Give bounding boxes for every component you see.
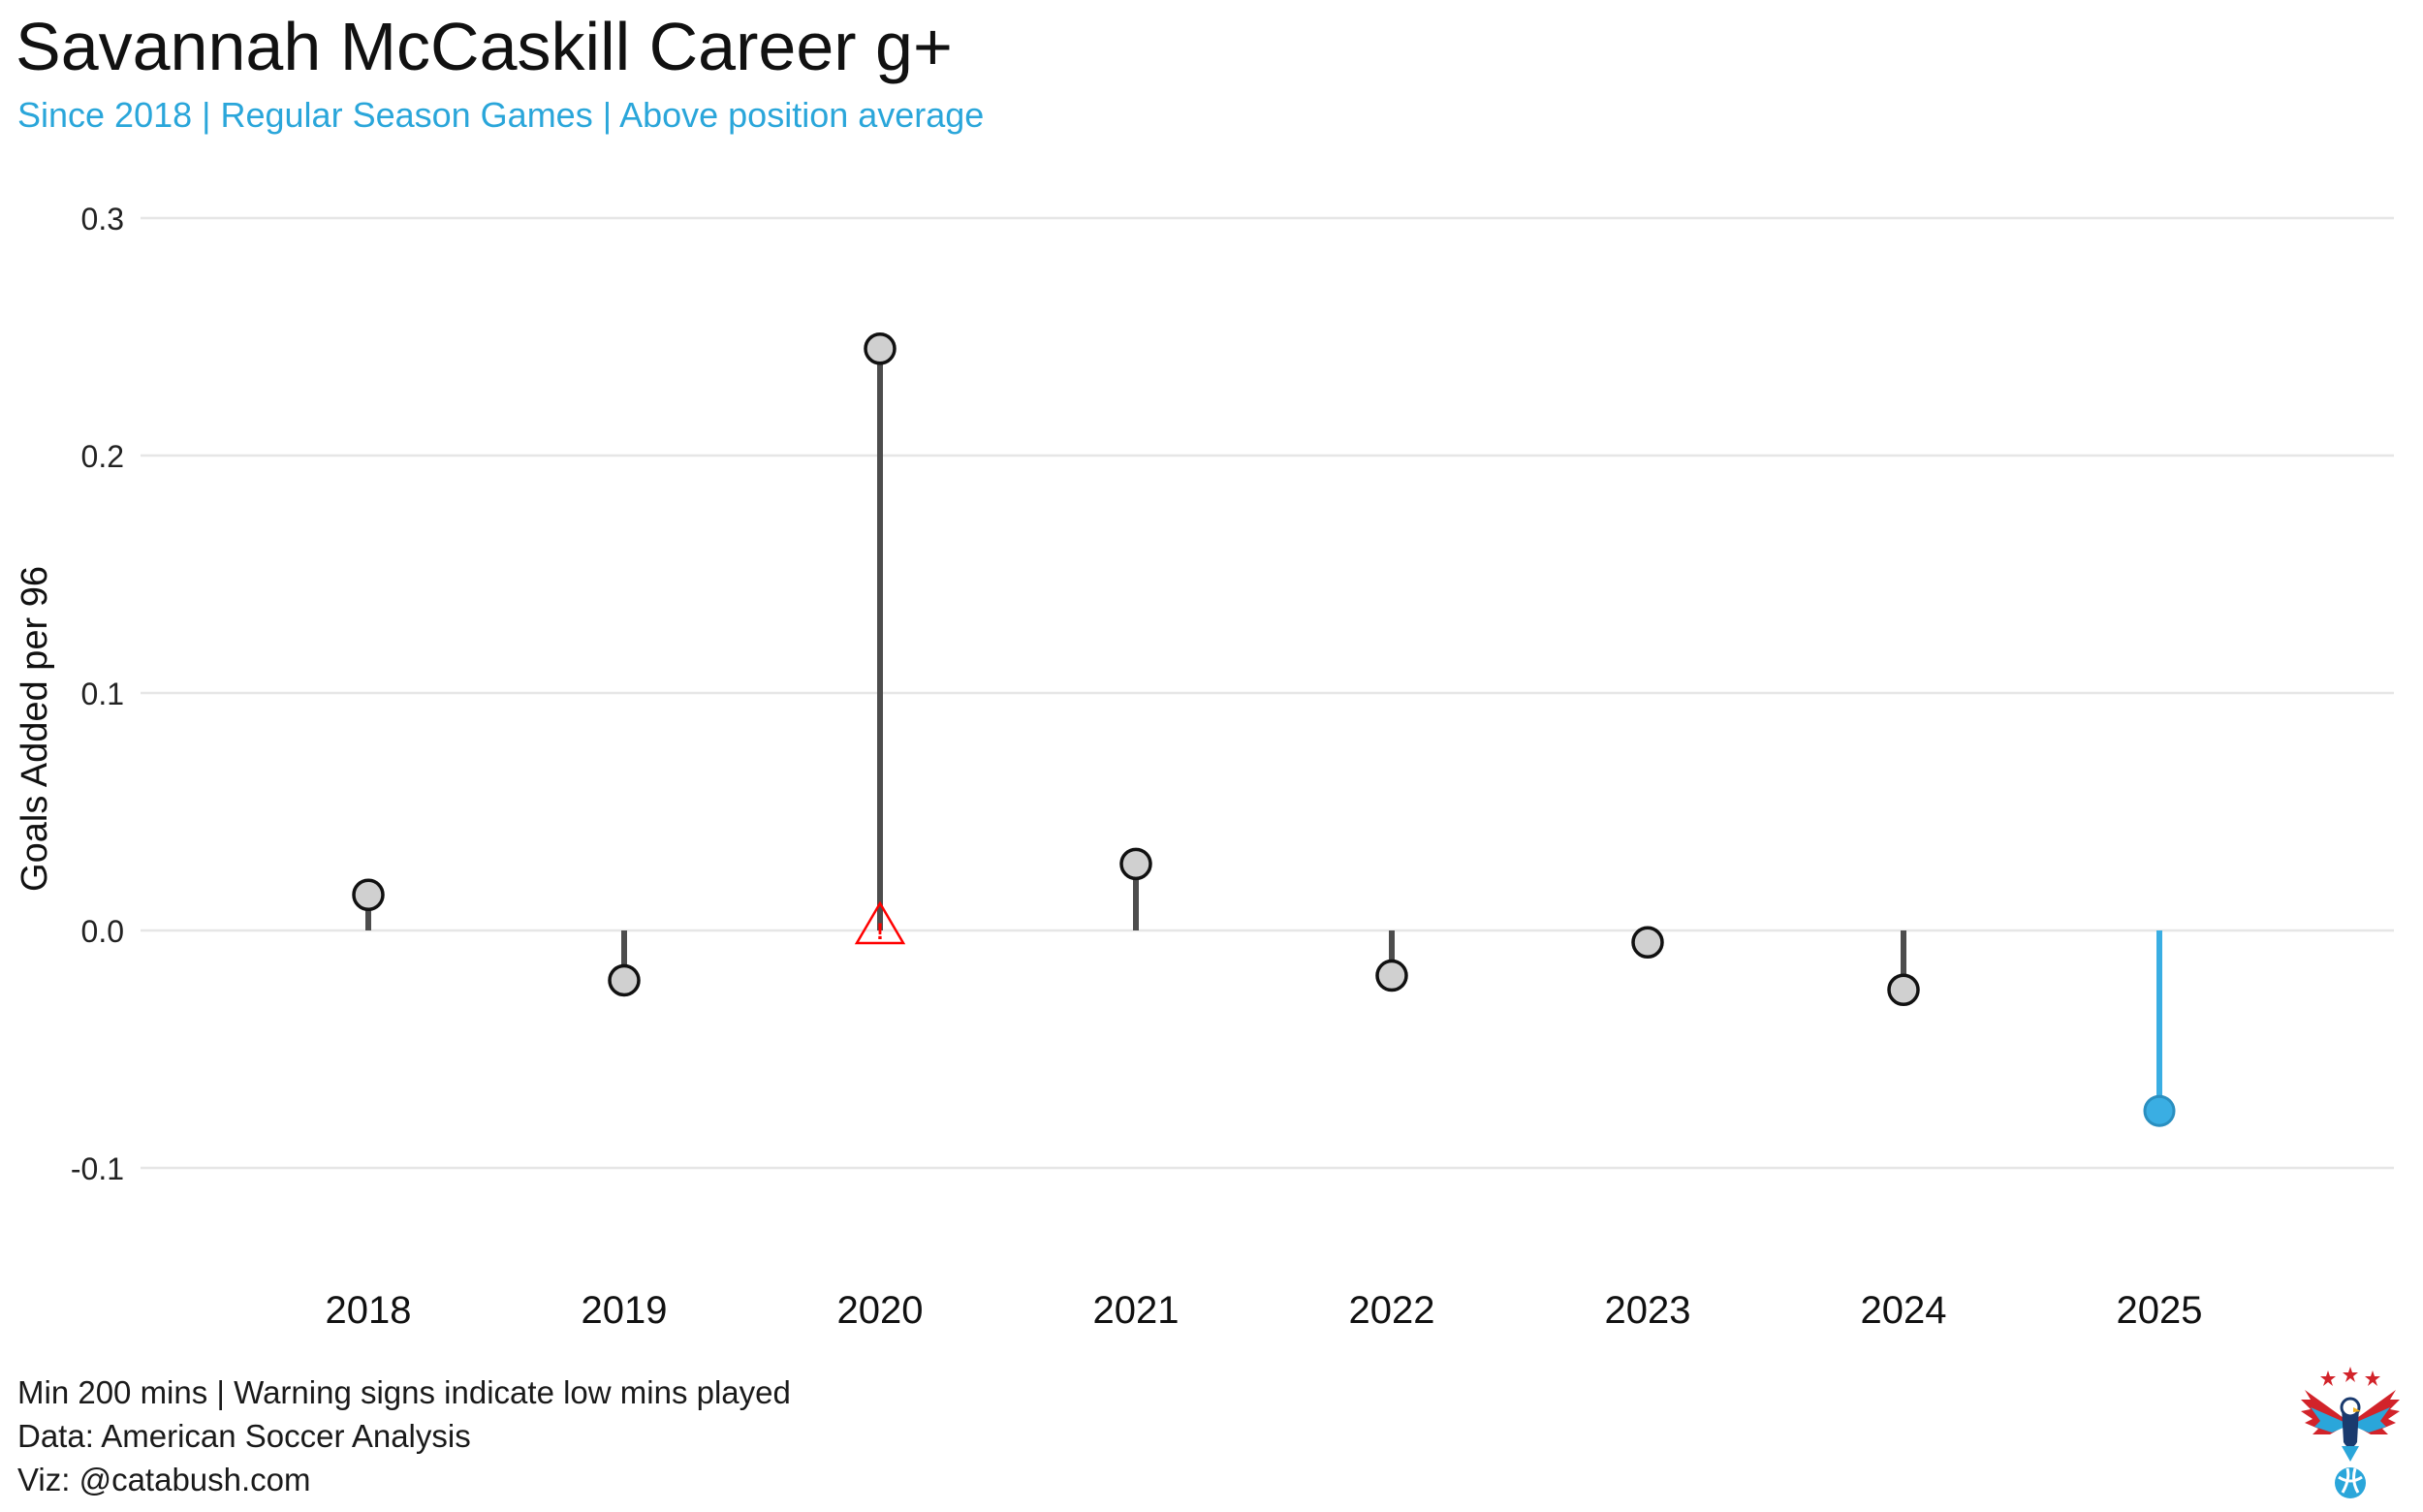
y-tick-label: 0.0: [81, 914, 124, 949]
lollipop-chart: -0.1 0.0 0.1 0.2 0.3 Goals Added per 96 ! 20…: [15, 202, 2394, 1332]
lollipop-point: [1887, 973, 1920, 1006]
y-axis-label: Goals Added per 96: [15, 566, 55, 892]
y-tick-label: 0.2: [81, 439, 124, 474]
eagle-logo-icon: [2301, 1367, 2400, 1498]
y-tick-label: 0.3: [81, 202, 124, 236]
chart-subtitle: Since 2018 | Regular Season Games | Abov…: [17, 95, 985, 135]
lollipop-point: [864, 332, 897, 365]
lollipop-point: [2143, 1094, 2176, 1127]
x-tick-label: 2024: [1861, 1289, 1947, 1332]
lollipop-point: [1119, 847, 1152, 881]
y-axis-ticks: -0.1 0.0 0.1 0.2 0.3: [71, 202, 124, 1186]
caption-viz-credit: Viz: @catabush.com: [17, 1462, 311, 1497]
lollipop-point: [608, 963, 641, 997]
lollipop-point: [1375, 959, 1408, 992]
x-tick-label: 2018: [326, 1289, 412, 1332]
lollipop-points: [352, 332, 2176, 1127]
warning-markers: !: [854, 900, 906, 945]
warning-icon: [854, 900, 906, 945]
lollipop-point: [1631, 926, 1664, 959]
x-tick-label: 2021: [1093, 1289, 1180, 1332]
caption-data-source: Data: American Soccer Analysis: [17, 1418, 471, 1454]
caption-min-minutes: Min 200 mins | Warning signs indicate lo…: [17, 1374, 791, 1410]
x-tick-label: 2023: [1605, 1289, 1691, 1332]
y-tick-label: 0.1: [81, 677, 124, 711]
chart-title: Savannah McCaskill Career g+: [16, 9, 953, 84]
x-tick-label: 2020: [837, 1289, 924, 1332]
lollipop-point: [352, 878, 385, 911]
x-tick-label: 2019: [582, 1289, 668, 1332]
gridlines: [141, 216, 2394, 1170]
warning-exclamation: !: [876, 919, 884, 945]
x-axis-ticks: 2018 2019 2020 2021 2022 2023 2024 2025: [326, 1289, 2203, 1332]
y-tick-label: -0.1: [71, 1151, 124, 1186]
x-tick-label: 2022: [1349, 1289, 1435, 1332]
x-tick-label: 2025: [2117, 1289, 2203, 1332]
